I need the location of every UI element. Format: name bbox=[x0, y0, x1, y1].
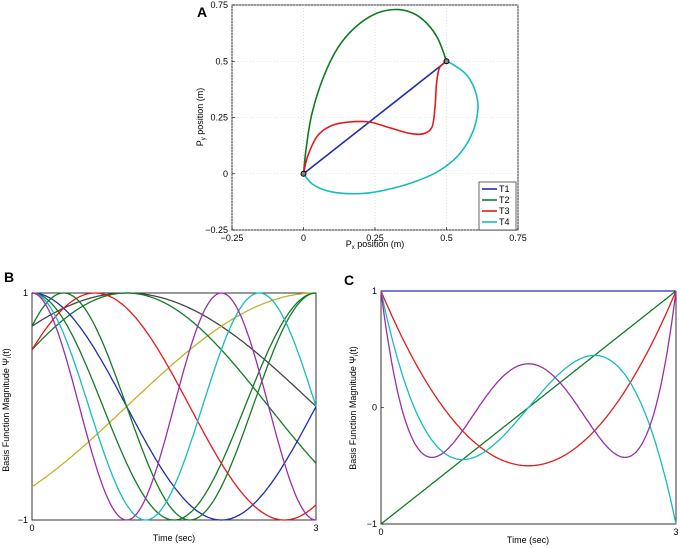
chart-c-series-p3 bbox=[380, 290, 677, 525]
chart-a-y-tick-label: −0.25 bbox=[205, 225, 228, 235]
panel-letter-a: A bbox=[197, 4, 207, 20]
chart-a-series-t2 bbox=[302, 8, 448, 174]
chart-b-x-tick-label: 3 bbox=[313, 523, 318, 533]
chart-c-series-p4 bbox=[380, 290, 677, 459]
chart-a-series-t3 bbox=[302, 60, 448, 174]
chart-a-legend-label: T2 bbox=[499, 195, 510, 205]
chart-a-x-tick-label: 0.25 bbox=[366, 233, 384, 243]
chart-b-x-label: Time (sec) bbox=[153, 533, 195, 543]
chart-b-y-label: Basis Function Magnitude Ψi(t) bbox=[1, 348, 13, 471]
chart-a-x-label: Px position (m) bbox=[346, 239, 405, 251]
panel-letter-c: C bbox=[344, 272, 354, 288]
chart-b-series-darkgreen3 bbox=[31, 292, 317, 521]
chart-c-y-tick-label: 1 bbox=[372, 286, 377, 296]
chart-b-x-tick-label: 0 bbox=[29, 523, 34, 533]
chart-b-series-cyan bbox=[31, 292, 317, 521]
chart-a-x-tick-label: 0.75 bbox=[509, 233, 527, 243]
chart-a-y-tick-label: 0 bbox=[223, 169, 228, 179]
chart-a-y-label: Py position (m) bbox=[195, 88, 207, 147]
chart-a-legend-label: T3 bbox=[499, 206, 510, 216]
chart-b-series-darkgreen2 bbox=[31, 292, 317, 521]
chart-b-y-tick-label: 1 bbox=[23, 288, 28, 298]
chart-b-basis-functions: 0 3 −1 1 Time (sec) Basis Function Magnitud… bbox=[1, 288, 319, 543]
chart-b-y-tick-label: −1 bbox=[18, 515, 28, 525]
chart-b-series bbox=[31, 292, 317, 521]
chart-b-ticks: 0 3 −1 1 bbox=[18, 288, 319, 533]
chart-c-x-tick-label: 3 bbox=[673, 527, 678, 537]
chart-c-series bbox=[380, 290, 677, 525]
chart-b-series-yellow bbox=[31, 292, 316, 488]
chart-c-y-tick-label: 0 bbox=[372, 403, 377, 413]
chart-a-legend-label: T1 bbox=[499, 184, 510, 194]
chart-c-y-tick-label: −1 bbox=[367, 519, 377, 529]
chart-a-series-t1 bbox=[303, 60, 447, 175]
chart-a-series-t4 bbox=[302, 60, 479, 195]
chart-c-y-label: Basis Function Magnitude Ψi(t) bbox=[348, 346, 360, 469]
chart-a-y-tick-label: 0.5 bbox=[215, 56, 228, 66]
chart-a-endpoint-marker bbox=[300, 170, 307, 177]
chart-a-trajectories: −0.25 0 0.25 0.5 0.75 −0.25 0 0.25 0.5 0.75 Px po… bbox=[195, 0, 527, 251]
chart-a-series bbox=[302, 8, 479, 195]
chart-a-x-tick-label: 0.5 bbox=[440, 233, 453, 243]
chart-a-endpoint-marker bbox=[443, 58, 450, 65]
chart-b-series-magenta bbox=[31, 292, 317, 521]
panel-letter-b: B bbox=[4, 269, 14, 285]
chart-c-series-p2 bbox=[380, 290, 677, 467]
chart-c-x-tick-label: 0 bbox=[378, 527, 383, 537]
chart-a-legend-label: T4 bbox=[499, 217, 510, 227]
chart-a-x-tick-label: 0 bbox=[301, 233, 306, 243]
chart-a-endpoints bbox=[300, 58, 450, 177]
chart-a-y-tick-label: 0.75 bbox=[210, 0, 228, 10]
chart-c-legendre-basis: 0 3−101 Time (sec) Basis Function Magnitu… bbox=[348, 286, 679, 545]
chart-b-series-red bbox=[31, 292, 317, 521]
chart-a-x-tick-label: −0.25 bbox=[221, 233, 244, 243]
chart-a-ticks: −0.25 0 0.25 0.5 0.75 −0.25 0 0.25 0.5 0.75 bbox=[205, 0, 527, 243]
chart-c-x-label: Time (sec) bbox=[507, 535, 549, 545]
chart-a-y-tick-label: 0.25 bbox=[210, 113, 228, 123]
